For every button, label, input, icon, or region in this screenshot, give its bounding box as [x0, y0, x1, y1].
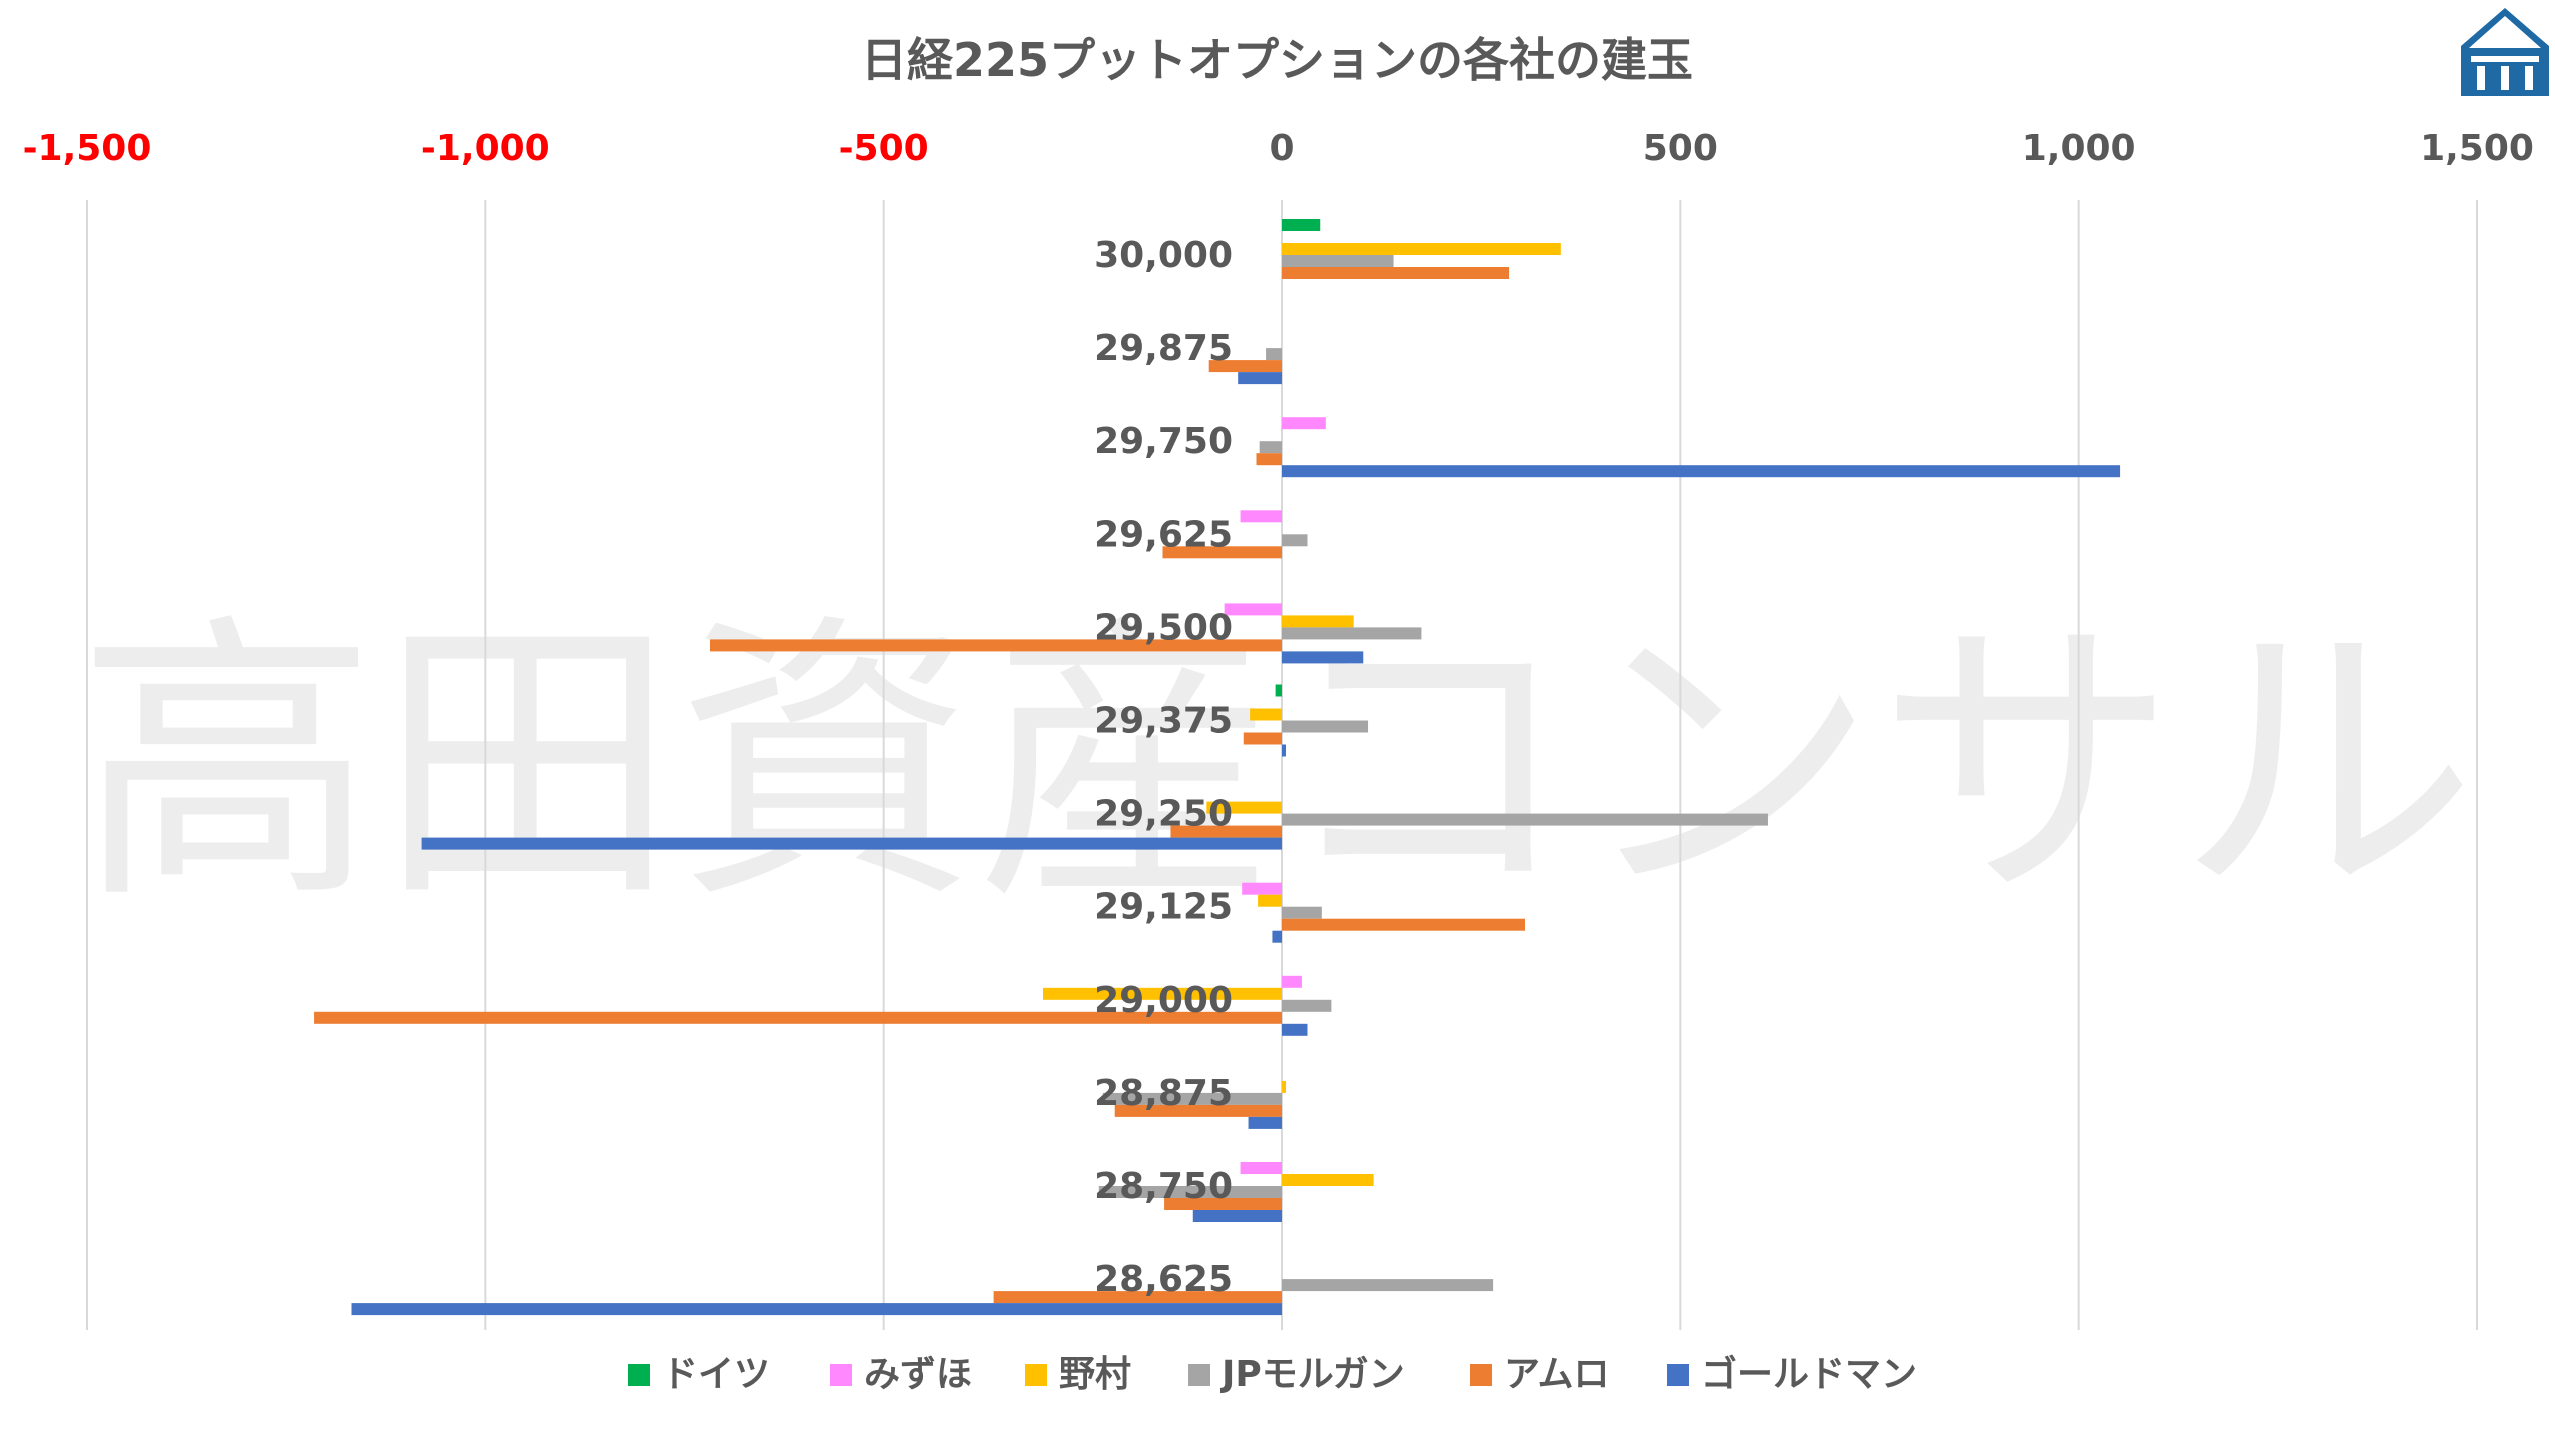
- bar: [1206, 801, 1282, 814]
- category-labels: 30,000 29,875 29,750 29,625 29,500 29,375 29,2…: [1094, 235, 1233, 1300]
- bar: [1162, 546, 1282, 559]
- bar: [1282, 813, 1768, 826]
- category-label: 29,625: [1094, 514, 1233, 555]
- bar: [993, 1291, 1282, 1304]
- bar: [1259, 441, 1282, 454]
- bar: [1282, 906, 1322, 919]
- legend-swatch: [1188, 1364, 1210, 1386]
- category-label: 28,750: [1094, 1166, 1233, 1207]
- category-label: 28,625: [1094, 1259, 1233, 1300]
- bar: [1282, 255, 1394, 267]
- category-label: 29,750: [1094, 421, 1233, 462]
- bar: [1275, 684, 1282, 697]
- bar: [1102, 1092, 1282, 1105]
- bar: [1242, 882, 1282, 895]
- bar: [1282, 918, 1525, 931]
- bar: [314, 1011, 1282, 1024]
- legend: ドイツ みずほ 野村 JPモルガン アムロ ゴールドマン: [628, 1353, 1917, 1395]
- bars: [314, 219, 2121, 1316]
- bar: [1240, 1162, 1282, 1174]
- legend-label: アムロ: [1504, 1354, 1609, 1395]
- bar: [1282, 999, 1332, 1012]
- x-tick-label: 1,500: [2420, 128, 2534, 169]
- bar: [709, 639, 1282, 652]
- bar: [1282, 1279, 1494, 1292]
- bar: [1282, 651, 1364, 664]
- bar: [1192, 1210, 1282, 1222]
- category-label: 29,125: [1094, 887, 1233, 928]
- bar: [1240, 510, 1282, 523]
- bar: [1272, 930, 1282, 943]
- x-axis-ticks: -1,500 -1,000 -500 0 500 1,000 1,500: [23, 128, 2534, 169]
- bar: [1256, 453, 1282, 466]
- logo-icon: [2461, 8, 2549, 96]
- category-label: 29,875: [1094, 328, 1233, 369]
- bar: [1282, 975, 1302, 988]
- x-tick-label: -1,000: [421, 128, 550, 169]
- bar: [1282, 1174, 1374, 1186]
- legend-swatch: [1025, 1364, 1047, 1386]
- bar: [421, 837, 1283, 850]
- bar: [1098, 1186, 1282, 1198]
- category-label: 29,250: [1094, 794, 1233, 835]
- legend-swatch: [830, 1364, 852, 1386]
- bar: [1282, 615, 1354, 628]
- bar: [1266, 348, 1282, 361]
- bar: [1282, 627, 1422, 640]
- gridlines: [86, 200, 2478, 1330]
- bar: [1282, 267, 1510, 279]
- x-tick-label: 0: [1269, 128, 1294, 169]
- category-label: 29,000: [1094, 980, 1233, 1021]
- bar: [1164, 1198, 1282, 1210]
- bar: [1250, 708, 1282, 721]
- bar: [1282, 219, 1321, 231]
- bar: [1282, 1023, 1308, 1036]
- x-tick-label: 500: [1643, 128, 1718, 169]
- category-label: 29,375: [1094, 701, 1233, 742]
- bar: [351, 1303, 1282, 1316]
- bar: [1282, 534, 1308, 547]
- bar: [1282, 720, 1369, 733]
- legend-label: JPモルガン: [1219, 1354, 1405, 1395]
- bar: [1282, 744, 1286, 757]
- legend-label: みずほ: [864, 1354, 972, 1395]
- legend-swatch: [628, 1364, 650, 1386]
- bar: [1170, 825, 1282, 838]
- legend-swatch: [1667, 1364, 1689, 1386]
- category-label: 30,000: [1094, 235, 1233, 276]
- x-tick-label: 1,000: [2022, 128, 2136, 169]
- bar: [1248, 1116, 1282, 1129]
- bar: [1243, 732, 1282, 745]
- bar: [1238, 372, 1282, 385]
- bar: [1224, 603, 1282, 616]
- bar: [1114, 1104, 1282, 1117]
- category-label: 28,875: [1094, 1073, 1233, 1114]
- bar: [1282, 465, 2121, 478]
- bar: [1282, 1080, 1286, 1093]
- bar: [1282, 417, 1326, 430]
- bar: [1043, 987, 1282, 1000]
- bar: [1258, 894, 1282, 907]
- bar: [1282, 243, 1561, 255]
- legend-swatch: [1470, 1364, 1492, 1386]
- bar: [1208, 360, 1282, 373]
- legend-label: ゴールドマン: [1701, 1353, 1917, 1395]
- category-label: 29,500: [1094, 607, 1233, 648]
- chart-title: 日経225プットオプションの各社の建玉: [861, 33, 1693, 87]
- x-tick-label: -1,500: [23, 128, 152, 169]
- x-tick-label: -500: [839, 128, 929, 169]
- legend-label: ドイツ: [662, 1354, 770, 1395]
- legend-label: 野村: [1059, 1354, 1131, 1395]
